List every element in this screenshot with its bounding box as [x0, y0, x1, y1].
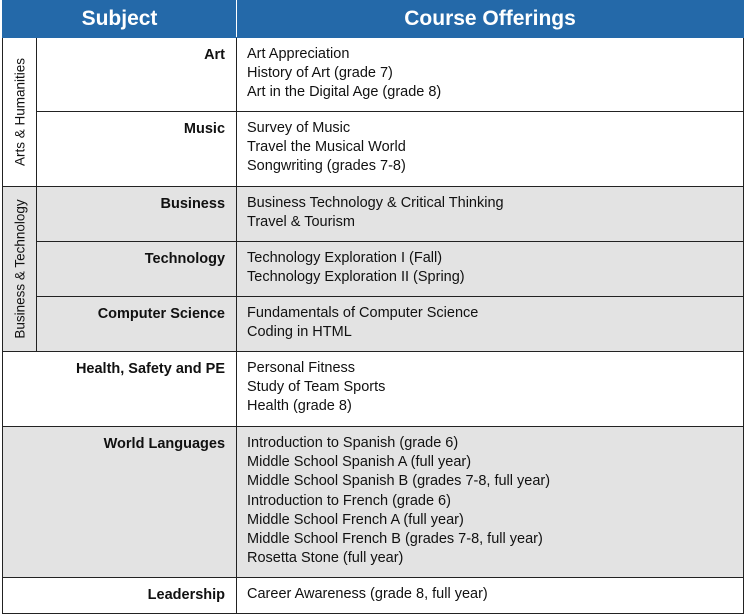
course-item: Travel the Musical World: [247, 139, 406, 156]
courses-cell: Personal Fitness Study of Team Sports He…: [236, 351, 744, 427]
course-item: Study of Team Sports: [247, 379, 386, 396]
subject-cell: Art: [35, 37, 238, 112]
courses-cell: Career Awareness (grade 8, full year): [236, 577, 744, 614]
group-label: Arts & Humanities: [12, 57, 27, 167]
subject-cell: Technology: [35, 241, 238, 297]
table-header-row: Subject Course Offerings: [1, 0, 744, 38]
course-item: Career Awareness (grade 8, full year): [247, 586, 488, 602]
course-item: Art Appreciation: [247, 46, 350, 62]
course-item: Survey of Music: [247, 120, 351, 136]
courses-cell: Art Appreciation History of Art (grade 7…: [236, 37, 744, 112]
table-row: Computer Science Fundamentals of Compute…: [3, 296, 744, 352]
table-row: Music Survey of Music Travel the Musical…: [3, 111, 744, 187]
group-label-cell: Business & Technology: [2, 186, 37, 352]
course-item: Personal Fitness: [247, 360, 356, 376]
course-item: Health (grade 8): [247, 398, 352, 415]
courses-cell: Technology Exploration I (Fall) Technolo…: [236, 241, 744, 297]
table-row: Business & Technology Business Business …: [2, 186, 744, 352]
subject-cell: World Languages: [1, 426, 238, 578]
course-item: Coding in HTML: [247, 324, 352, 341]
courses-cell: Fundamentals of Computer Science Coding …: [236, 296, 744, 352]
course-item: Middle School Spanish A (full year): [247, 454, 472, 471]
course-item: Rosetta Stone (full year): [247, 550, 404, 567]
table-row: World Languages Introduction to Spanish …: [1, 426, 744, 578]
subject-column-header: Subject: [1, 0, 238, 38]
table-row: Health, Safety and PE Personal Fitness S…: [1, 351, 744, 427]
courses-cell: Introduction to Spanish (grade 6) Middle…: [236, 426, 744, 578]
subject-cell: Business: [35, 186, 238, 242]
group-label: Business & Technology: [12, 199, 27, 339]
course-item: Technology Exploration I (Fall): [247, 250, 443, 266]
course-item: Travel & Tourism: [247, 214, 355, 231]
course-item: Middle School Spanish B (grades 7-8, ful…: [247, 473, 551, 490]
course-item: Middle School French A (full year): [247, 511, 464, 528]
course-item: Middle School French B (grades 7-8, full…: [247, 531, 543, 548]
course-item: History of Art (grade 7): [247, 65, 393, 82]
course-item: Fundamentals of Computer Science: [247, 305, 479, 321]
subject-cell: Music: [35, 111, 238, 187]
courses-cell: Survey of Music Travel the Musical World…: [236, 111, 744, 187]
table-row: Arts & Humanities Art Art Appreciation H…: [2, 37, 744, 187]
course-item: Art in the Digital Age (grade 8): [247, 84, 442, 101]
subject-cell: Leadership: [1, 577, 238, 614]
table-row: Leadership Career Awareness (grade 8, fu…: [1, 577, 744, 614]
course-item: Introduction to Spanish (grade 6): [247, 435, 459, 451]
table-row: Technology Technology Exploration I (Fal…: [3, 241, 744, 297]
course-item: Introduction to French (grade 6): [247, 492, 451, 509]
course-offerings-column-header: Course Offerings: [236, 0, 744, 38]
course-item: Business Technology & Critical Thinking: [247, 195, 504, 211]
course-item: Technology Exploration II (Spring): [247, 269, 465, 286]
course-item: Songwriting (grades 7-8): [247, 158, 406, 175]
subject-cell: Health, Safety and PE: [1, 351, 238, 427]
courses-cell: Business Technology & Critical Thinking …: [236, 186, 744, 242]
subject-cell: Computer Science: [35, 296, 238, 352]
group-label-cell: Arts & Humanities: [2, 37, 37, 187]
